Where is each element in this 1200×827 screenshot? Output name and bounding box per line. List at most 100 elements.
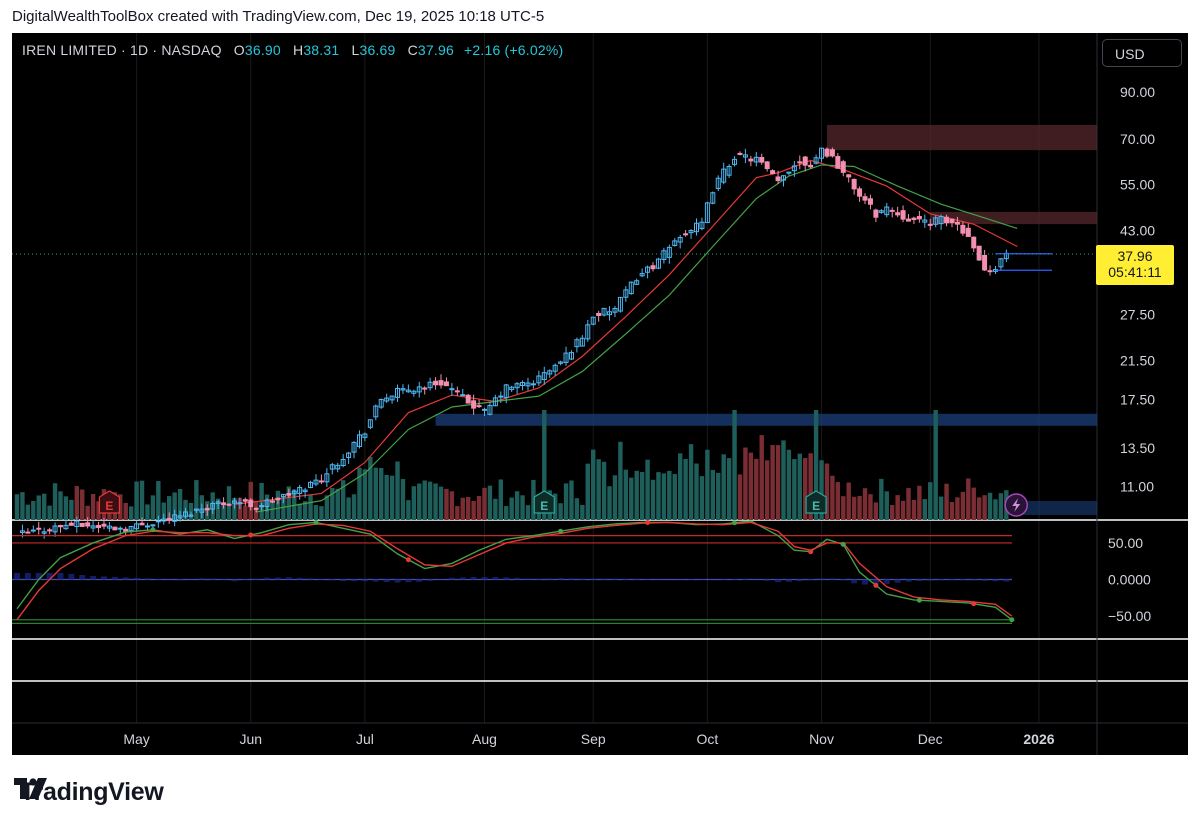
oscillator-histogram-bar bbox=[470, 577, 477, 580]
candle-body bbox=[90, 525, 96, 529]
volume-bar bbox=[677, 453, 683, 520]
candle-body bbox=[416, 386, 422, 393]
oscillator-histogram-bar bbox=[427, 579, 434, 581]
earnings-marker-label: E bbox=[105, 499, 113, 513]
volume-bar bbox=[487, 485, 493, 520]
volume-bar bbox=[400, 479, 406, 520]
candle-body bbox=[177, 515, 183, 519]
candles bbox=[19, 147, 1009, 539]
candle-body bbox=[607, 311, 613, 316]
volume-bar bbox=[792, 459, 797, 520]
candle-body bbox=[313, 479, 319, 485]
candle-body bbox=[982, 254, 988, 271]
volume-bar bbox=[699, 476, 705, 520]
candle-body bbox=[514, 383, 520, 389]
candle-body bbox=[259, 505, 265, 508]
oscillator-histogram-bar bbox=[492, 577, 499, 580]
oscillator-histogram-bar bbox=[57, 572, 64, 580]
candle-body bbox=[835, 156, 841, 169]
volume-bar bbox=[167, 496, 172, 520]
candle-body bbox=[601, 307, 607, 316]
open-value: 36.90 bbox=[244, 42, 281, 58]
levels bbox=[12, 253, 1097, 271]
volume-bar bbox=[743, 447, 748, 520]
candle-body bbox=[395, 387, 401, 398]
chart-area[interactable]: E E E 90.00 70.00 55.00 43.00 27.50 21.50 17.50 1… bbox=[12, 33, 1188, 755]
volume-bar bbox=[504, 506, 509, 520]
oscillator-histogram-bar bbox=[775, 579, 782, 583]
volume-bar bbox=[656, 472, 661, 520]
symbol-title: IREN LIMITED · 1D · NASDAQ bbox=[22, 42, 222, 58]
oscillator-histogram-bar bbox=[144, 578, 151, 580]
volume-bar bbox=[41, 493, 47, 520]
candle-body bbox=[188, 514, 194, 517]
oscillator-cross-dot bbox=[150, 527, 156, 533]
price-chart-svg[interactable]: E E E 90.00 70.00 55.00 43.00 27.50 21.50 17.50 1… bbox=[12, 33, 1188, 755]
candle-body bbox=[161, 518, 167, 522]
volume-bar bbox=[922, 499, 928, 520]
candle-body bbox=[634, 280, 640, 285]
lightning-bolt bbox=[1012, 498, 1021, 512]
volume-bar bbox=[824, 463, 830, 520]
oscillator-cross-dot bbox=[840, 541, 846, 547]
time-axis-label: Sep bbox=[581, 731, 606, 747]
volume-bar bbox=[879, 478, 884, 520]
volume-bar bbox=[498, 479, 504, 520]
last-price-tag: 37.96 05:41:11 bbox=[1096, 245, 1174, 285]
volume-bar bbox=[297, 503, 302, 520]
volume-bar bbox=[574, 498, 580, 520]
time-axis-label: Aug bbox=[472, 731, 497, 747]
demand-zone-low bbox=[1012, 501, 1097, 515]
oscillator-cross-dot bbox=[732, 520, 738, 526]
volume-bar bbox=[759, 435, 764, 520]
oscillator-histogram-bar bbox=[46, 572, 53, 580]
oscillator-histogram-bar bbox=[111, 576, 118, 580]
candle-body bbox=[96, 525, 102, 529]
volume-bar bbox=[694, 463, 699, 520]
oscillator-histogram-bar bbox=[796, 579, 803, 582]
candle-body bbox=[780, 175, 786, 181]
candle-body bbox=[568, 352, 574, 360]
candle-body bbox=[106, 525, 112, 529]
volume-bar bbox=[340, 480, 346, 520]
tradingview-logo[interactable]: TradingView bbox=[14, 778, 164, 806]
candle-body bbox=[362, 433, 368, 438]
candle-body bbox=[933, 217, 939, 225]
candle-body bbox=[628, 281, 634, 295]
oscillator-histogram-bar bbox=[24, 572, 31, 580]
candle-body bbox=[221, 502, 227, 505]
volume-bar bbox=[726, 458, 732, 520]
candle-body bbox=[503, 384, 509, 398]
time-axis-label: Jul bbox=[356, 731, 374, 747]
volume-bar bbox=[226, 486, 232, 520]
low-label: L bbox=[351, 42, 360, 58]
oscillator-cross-dot bbox=[645, 519, 651, 525]
oscillator-histogram-bar bbox=[731, 578, 738, 580]
candle-body bbox=[748, 158, 754, 162]
volume-bar bbox=[215, 498, 221, 520]
candle-body bbox=[808, 164, 814, 168]
candle-body bbox=[280, 493, 286, 498]
oscillator-histogram-bar bbox=[351, 579, 358, 582]
volume-bar bbox=[906, 488, 911, 520]
oscillator-histogram-bar bbox=[133, 577, 140, 580]
volume-bar bbox=[270, 501, 275, 520]
high-value: 38.31 bbox=[303, 42, 340, 58]
oscillator-histogram-bar bbox=[601, 578, 608, 580]
candle-body bbox=[655, 258, 661, 269]
candle-body bbox=[574, 339, 580, 348]
candle-body bbox=[786, 171, 792, 174]
oscillator-histogram-bar bbox=[622, 578, 629, 580]
oscillator-histogram-bar bbox=[68, 573, 75, 580]
volume-bar bbox=[232, 498, 237, 520]
oscillator-histogram-bar bbox=[285, 577, 292, 580]
currency-button[interactable]: USD bbox=[1102, 39, 1182, 67]
candle-body bbox=[63, 524, 69, 530]
volume-bar bbox=[911, 499, 917, 520]
candle-body bbox=[351, 441, 357, 453]
volume-bar bbox=[998, 493, 1004, 520]
oscillator-cross-dot bbox=[873, 582, 879, 588]
time-axis-label: Oct bbox=[696, 731, 718, 747]
candle-body bbox=[487, 404, 493, 415]
volume-bar bbox=[868, 494, 873, 520]
